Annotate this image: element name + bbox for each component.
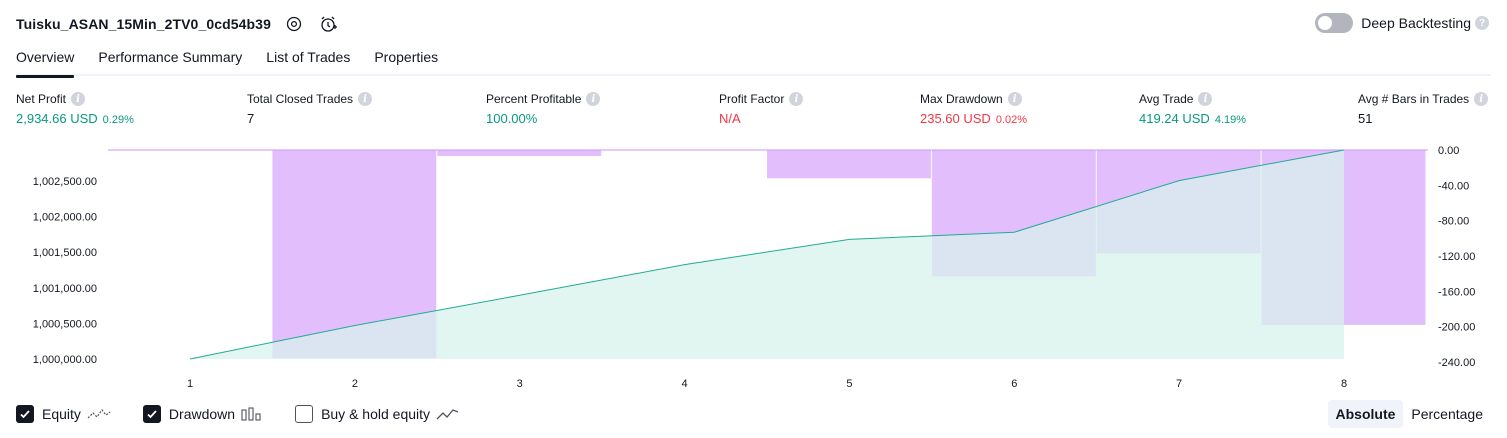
metric-label: Avg Trade — [1139, 92, 1194, 106]
deep-backtesting: Deep Backtesting ? — [1315, 13, 1489, 33]
x-axis-tick: 2 — [352, 378, 358, 390]
metric-value: 419.24 USD — [1139, 111, 1210, 126]
right-axis-tick: -200.00 — [1438, 322, 1475, 334]
drawdown-bars-icon — [241, 407, 263, 421]
equity-area — [190, 150, 1344, 359]
metric-max-drawdown: Max Drawdown i 235.60 USD 0.02% — [920, 92, 1027, 126]
toggle-knob — [1318, 16, 1333, 30]
percentage-button[interactable]: Percentage — [1411, 406, 1483, 422]
legend-drawdown[interactable]: Drawdown — [142, 405, 263, 423]
metric-percent-profitable: Percent Profitable i 100.00% — [486, 92, 601, 126]
drawdown-checkbox[interactable] — [142, 405, 161, 423]
metric-value: 235.60 USD — [920, 111, 991, 126]
metric-profit-factor: Profit Factor i N/A — [719, 92, 804, 126]
metric-label: Profit Factor — [719, 92, 785, 106]
metric-value: 2,934.66 USD — [16, 111, 98, 126]
metric-percent: 4.19% — [1214, 114, 1247, 126]
chart-svg: 1,000,000.00 1,000,500.00 1,001,000.00 1,00… — [33, 145, 1476, 390]
value-mode-switch: Absolute Percentage — [1327, 400, 1492, 428]
metric-percent: 0.02% — [995, 114, 1028, 126]
x-axis-tick: 7 — [1176, 378, 1182, 390]
info-icon[interactable]: i — [1474, 92, 1489, 106]
right-axis-tick: -80.00 — [1438, 216, 1469, 228]
left-axis-tick: 1,001,500.00 — [33, 247, 97, 259]
alert-clock-icon[interactable] — [317, 13, 339, 35]
legend-label: Equity — [42, 406, 81, 422]
help-icon[interactable]: ? — [1475, 16, 1489, 30]
legend-equity[interactable]: Equity — [16, 405, 111, 423]
x-axis-tick: 5 — [846, 378, 852, 390]
legend-buy-hold-equity[interactable]: Buy & hold equity — [295, 405, 460, 423]
metric-value: N/A — [719, 111, 741, 126]
equity-drawdown-chart: 1,000,000.00 1,000,500.00 1,001,000.00 1,00… — [0, 140, 1507, 395]
tab-list-of-trades[interactable]: List of Trades — [266, 49, 351, 65]
metric-avg-bars-in-trades: Avg # Bars in Trades i 51 — [1358, 92, 1489, 126]
chart-legend: Equity Drawdown Buy & hold equity — [16, 403, 492, 425]
right-axis-tick: -240.00 — [1438, 357, 1475, 369]
tab-properties[interactable]: Properties — [374, 49, 439, 65]
info-icon[interactable]: i — [71, 92, 86, 106]
equity-line — [189, 149, 1345, 360]
metric-value: 100.00% — [486, 111, 538, 126]
strategy-header: Tuisku_ASAN_15Min_2TV0_0cd54b39 — [16, 12, 339, 36]
metric-value: 51 — [1358, 111, 1373, 126]
metric-percent: 0.29% — [102, 114, 134, 126]
settings-gear-icon[interactable] — [283, 13, 305, 35]
left-axis-tick: 1,000,500.00 — [33, 318, 97, 330]
buy-hold-line-icon — [436, 407, 460, 421]
right-axis-tick: -120.00 — [1438, 251, 1475, 263]
right-axis-tick: -160.00 — [1438, 286, 1475, 298]
x-axis-tick: 6 — [1011, 378, 1017, 390]
info-icon[interactable]: i — [789, 92, 804, 106]
report-tabs: Overview Performance Summary List of Tra… — [16, 46, 1491, 78]
metric-label: Avg # Bars in Trades — [1358, 92, 1470, 106]
metric-total-closed-trades: Total Closed Trades i 7 — [247, 92, 373, 126]
equity-line-icon — [87, 407, 111, 421]
x-axis-tick: 4 — [682, 378, 688, 390]
buy-hold-checkbox[interactable] — [295, 405, 314, 423]
left-axis-tick: 1,002,000.00 — [33, 212, 97, 224]
tab-overview[interactable]: Overview — [16, 46, 75, 78]
info-icon[interactable]: i — [1198, 92, 1213, 106]
right-axis-tick: 0.00 — [1438, 145, 1459, 157]
metrics-row: Net Profit i 2,934.66 USD 0.29% Total Clos… — [0, 92, 1507, 132]
tab-performance-summary[interactable]: Performance Summary — [98, 49, 243, 65]
legend-label: Buy & hold equity — [321, 406, 431, 422]
metric-net-profit: Net Profit i 2,934.66 USD 0.29% — [16, 92, 134, 126]
metric-value: 7 — [247, 111, 255, 126]
info-icon[interactable]: i — [1007, 92, 1022, 106]
legend-label: Drawdown — [168, 406, 236, 422]
deep-backtesting-label: Deep Backtesting — [1361, 15, 1471, 31]
info-icon[interactable]: i — [586, 92, 601, 106]
deep-backtesting-toggle[interactable] — [1315, 13, 1354, 33]
strategy-title: Tuisku_ASAN_15Min_2TV0_0cd54b39 — [16, 16, 271, 32]
drawdown-bar — [437, 150, 602, 156]
x-axis-tick: 3 — [517, 378, 523, 390]
metric-label: Max Drawdown — [920, 92, 1003, 106]
absolute-button[interactable]: Absolute — [1327, 400, 1404, 428]
left-axis-tick: 1,000,000.00 — [33, 354, 97, 366]
right-axis-tick: -40.00 — [1438, 180, 1469, 192]
x-axis-tick: 8 — [1341, 378, 1347, 390]
equity-checkbox[interactable] — [16, 405, 34, 423]
left-axis-tick: 1,002,500.00 — [33, 176, 97, 188]
metric-label: Total Closed Trades — [247, 92, 354, 106]
metric-label: Net Profit — [16, 92, 67, 106]
metric-label: Percent Profitable — [486, 92, 582, 106]
x-axis-tick: 1 — [187, 378, 193, 390]
drawdown-bar — [767, 150, 931, 179]
info-icon[interactable]: i — [358, 92, 373, 106]
metric-avg-trade: Avg Trade i 419.24 USD 4.19% — [1139, 92, 1246, 126]
left-axis-tick: 1,001,000.00 — [33, 283, 97, 295]
